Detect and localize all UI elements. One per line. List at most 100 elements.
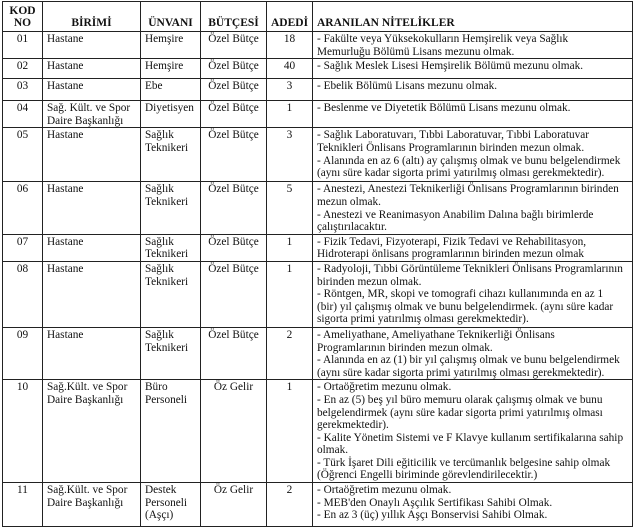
unvan-cell: Hemşire: [140, 30, 201, 60]
unvan-line: Sağlık: [145, 235, 174, 248]
birim-line: Daire Başkanlığı: [47, 114, 124, 127]
nitelik-line: Teknikleri Önlisans Programlarının birin…: [317, 141, 585, 154]
adet-cell: 2: [266, 482, 313, 527]
unvan-cell: Sağlık Teknikeri: [140, 127, 201, 183]
birim-cell: Hastane: [42, 233, 141, 262]
nitelik-line: Memurluğu Bölümü Lisans mezunu olmak.: [317, 45, 515, 58]
birim-line: Hastane: [47, 129, 84, 142]
nitelik-cell: - Ortaöğretim mezunu olmak. - MEB'den Ona…: [312, 482, 633, 527]
kod-no-cell: 05: [2, 127, 43, 183]
adet-cell: 3: [266, 78, 313, 102]
table-row: 04 Sağ. Kült. ve Spor Daire Başkanlığı Diye…: [2, 100, 633, 129]
adet-cell: 1: [266, 260, 313, 328]
birim-line: Sağ.Kült. ve Spor: [47, 381, 128, 394]
nitelik-line: (aynı süre kadar sigorta primi yatırılmı…: [317, 167, 605, 180]
nitelik-line: - Anestezi, Anestezi Teknikerliği Önlisa…: [317, 183, 619, 196]
table-row: 03 Hastane Ebe Özel Bütçe 3 - Ebelik Bölümü L…: [2, 78, 633, 102]
birim-line: Daire Başkanlığı: [47, 393, 124, 406]
nitelik-line: (aynı süre kadar sigorta primi yatırılmı…: [317, 366, 605, 379]
nitelik-line: mezun olmak.: [317, 195, 381, 208]
unvan-cell: Destek Personeli (Aşçı): [140, 482, 201, 527]
birim-cell: Sağ. Kült. ve Spor Daire Başkanlığı: [42, 100, 141, 129]
table-row: 05 Hastane Sağlık Teknikeri Özel Bütçe 3- Sağ…: [2, 127, 633, 183]
butce-cell: Özel Bütçe: [200, 233, 267, 262]
header-unvani: ÜNVANI: [140, 1, 201, 32]
nitelik-line: - En az 3 (üç) yıllık Aşçı Bonservisi Sa…: [317, 509, 548, 522]
header-birimi: BİRİMİ: [42, 1, 141, 32]
nitelik-line: - Radyoloji, Tıbbi Görüntüleme Teknikler…: [317, 262, 623, 275]
unvan-line: Sağlık: [145, 129, 174, 142]
nitelik-line: - Ebelik Bölümü Lisans mezunu olmak.: [317, 80, 498, 93]
butce-cell: Öz Gelir: [200, 482, 267, 527]
table-body: 01 Hastane Hemşire Özel Bütçe 18- Fakülte ve…: [2, 30, 633, 527]
birim-cell: Sağ.Kült. ve Spor Daire Başkanlığı: [42, 379, 141, 484]
nitelik-cell: - Ortaöğretim mezunu olmak. - En az (5) b…: [312, 379, 633, 484]
unvan-line: Sağlık: [145, 328, 174, 341]
adet-cell: 1: [266, 379, 313, 484]
unvan-line: Personeli: [145, 393, 188, 406]
nitelik-cell: - Ameliyathane, Ameliyathane Teknikerliğ…: [312, 326, 633, 381]
kod-no-cell: 09: [2, 326, 43, 381]
birim-cell: Hastane: [42, 58, 141, 80]
table-row: 08 Hastane Sağlık Teknikeri Özel Bütçe 1- Rad…: [2, 260, 633, 328]
butce-cell: Özel Bütçe: [200, 181, 267, 235]
nitelik-line: - Beslenme ve Diyetetik Bölümü Lisans me…: [317, 102, 571, 115]
unvan-cell: Sağlık Teknikeri: [140, 233, 201, 262]
birim-cell: Sağ.Kült. ve Spor Daire Başkanlığı: [42, 482, 141, 527]
unvan-line: Destek: [145, 484, 177, 497]
birim-cell: Hastane: [42, 181, 141, 235]
birim-cell: Hastane: [42, 326, 141, 381]
unvan-line: Büro: [145, 381, 168, 394]
nitelik-cell: - Fizik Tedavi, Fizyoterapi, Fizik Tedav…: [312, 233, 633, 262]
nitelik-cell: - Anestezi, Anestezi Teknikerliği Önlisa…: [312, 181, 633, 235]
nitelik-cell: - Fakülte veya Yüksekokulların Hemşireli…: [312, 30, 633, 60]
nitelik-line: - Sağlık Meslek Lisesi Hemşirelik Bölümü…: [317, 60, 584, 73]
header-aranilan-nitelikler: ARANILAN NİTELİKLER: [312, 1, 633, 32]
nitelik-line: - Röntgen, MR, skopi ve tomografi cihazı…: [317, 288, 604, 301]
kod-no-cell: 02: [2, 58, 43, 80]
nitelik-line: - Sağlık Laboratuvarı, Tıbbi Laboratuvar…: [317, 129, 590, 142]
header-kod: KOD: [9, 4, 36, 17]
adet-cell: 3: [266, 127, 313, 183]
birim-line: Hastane: [47, 80, 84, 93]
nitelik-line: - Ortaöğretim mezunu olmak.: [317, 381, 452, 394]
kod-no-cell: 10: [2, 379, 43, 484]
nitelik-cell: - Ebelik Bölümü Lisans mezunu olmak.: [312, 78, 633, 102]
birim-cell: Hastane: [42, 260, 141, 328]
adet-cell: 2: [266, 326, 313, 381]
unvan-line: Sağlık: [145, 183, 174, 196]
butce-cell: Özel Bütçe: [200, 100, 267, 129]
birim-line: Hastane: [47, 262, 84, 275]
kod-no-cell: 07: [2, 233, 43, 262]
nitelik-line: - Anestezi ve Reanimasyon Anabilim Dalın…: [317, 208, 594, 221]
unvan-line: Diyetisyen: [145, 102, 194, 115]
table-header-row: KOD NO BİRİMİ ÜNVANI BÜTÇESİ ADEDİ ARANIL…: [2, 1, 633, 32]
unvan-line: Teknikeri: [145, 341, 189, 354]
nitelik-line: - Ameliyathane, Ameliyathane Teknikerliğ…: [317, 328, 555, 341]
unvan-cell: Ebe: [140, 78, 201, 102]
nitelik-line: - MEB'den Onaylı Aşçılık Sertifikası Sah…: [317, 496, 553, 509]
birim-line: Daire Başkanlığı: [47, 496, 124, 509]
nitelik-line: çalıştırılacaktır.: [317, 221, 387, 234]
birim-cell: Hastane: [42, 30, 141, 60]
butce-cell: Öz Gelir: [200, 379, 267, 484]
unvan-line: Teknikeri: [145, 141, 189, 154]
unvan-line: Teknikeri: [145, 275, 189, 288]
birim-line: Hastane: [47, 60, 84, 73]
nitelik-line: - Fakülte veya Yüksekokulların Hemşireli…: [317, 33, 569, 45]
nitelik-line: olmak.: [317, 444, 349, 457]
unvan-line: Sağlık: [145, 262, 174, 275]
unvan-cell: Hemşire: [140, 58, 201, 80]
table-row: 06 Hastane Sağlık Teknikeri Özel Bütçe 5- Ane…: [2, 181, 633, 235]
table-row: 07 Hastane Sağlık Teknikeri Özel Bütçe 1- Fiz…: [2, 233, 633, 262]
birim-line: Hastane: [47, 183, 84, 196]
unvan-line: (Aşçı): [145, 509, 174, 522]
adet-cell: 5: [266, 181, 313, 235]
butce-cell: Özel Bütçe: [200, 78, 267, 102]
unvan-cell: Sağlık Teknikeri: [140, 260, 201, 328]
butce-cell: Özel Bütçe: [200, 260, 267, 328]
birim-cell: Hastane: [42, 127, 141, 183]
nitelik-cell: - Beslenme ve Diyetetik Bölümü Lisans me…: [312, 100, 633, 129]
nitelik-line: gerekmektedir).: [317, 419, 389, 432]
